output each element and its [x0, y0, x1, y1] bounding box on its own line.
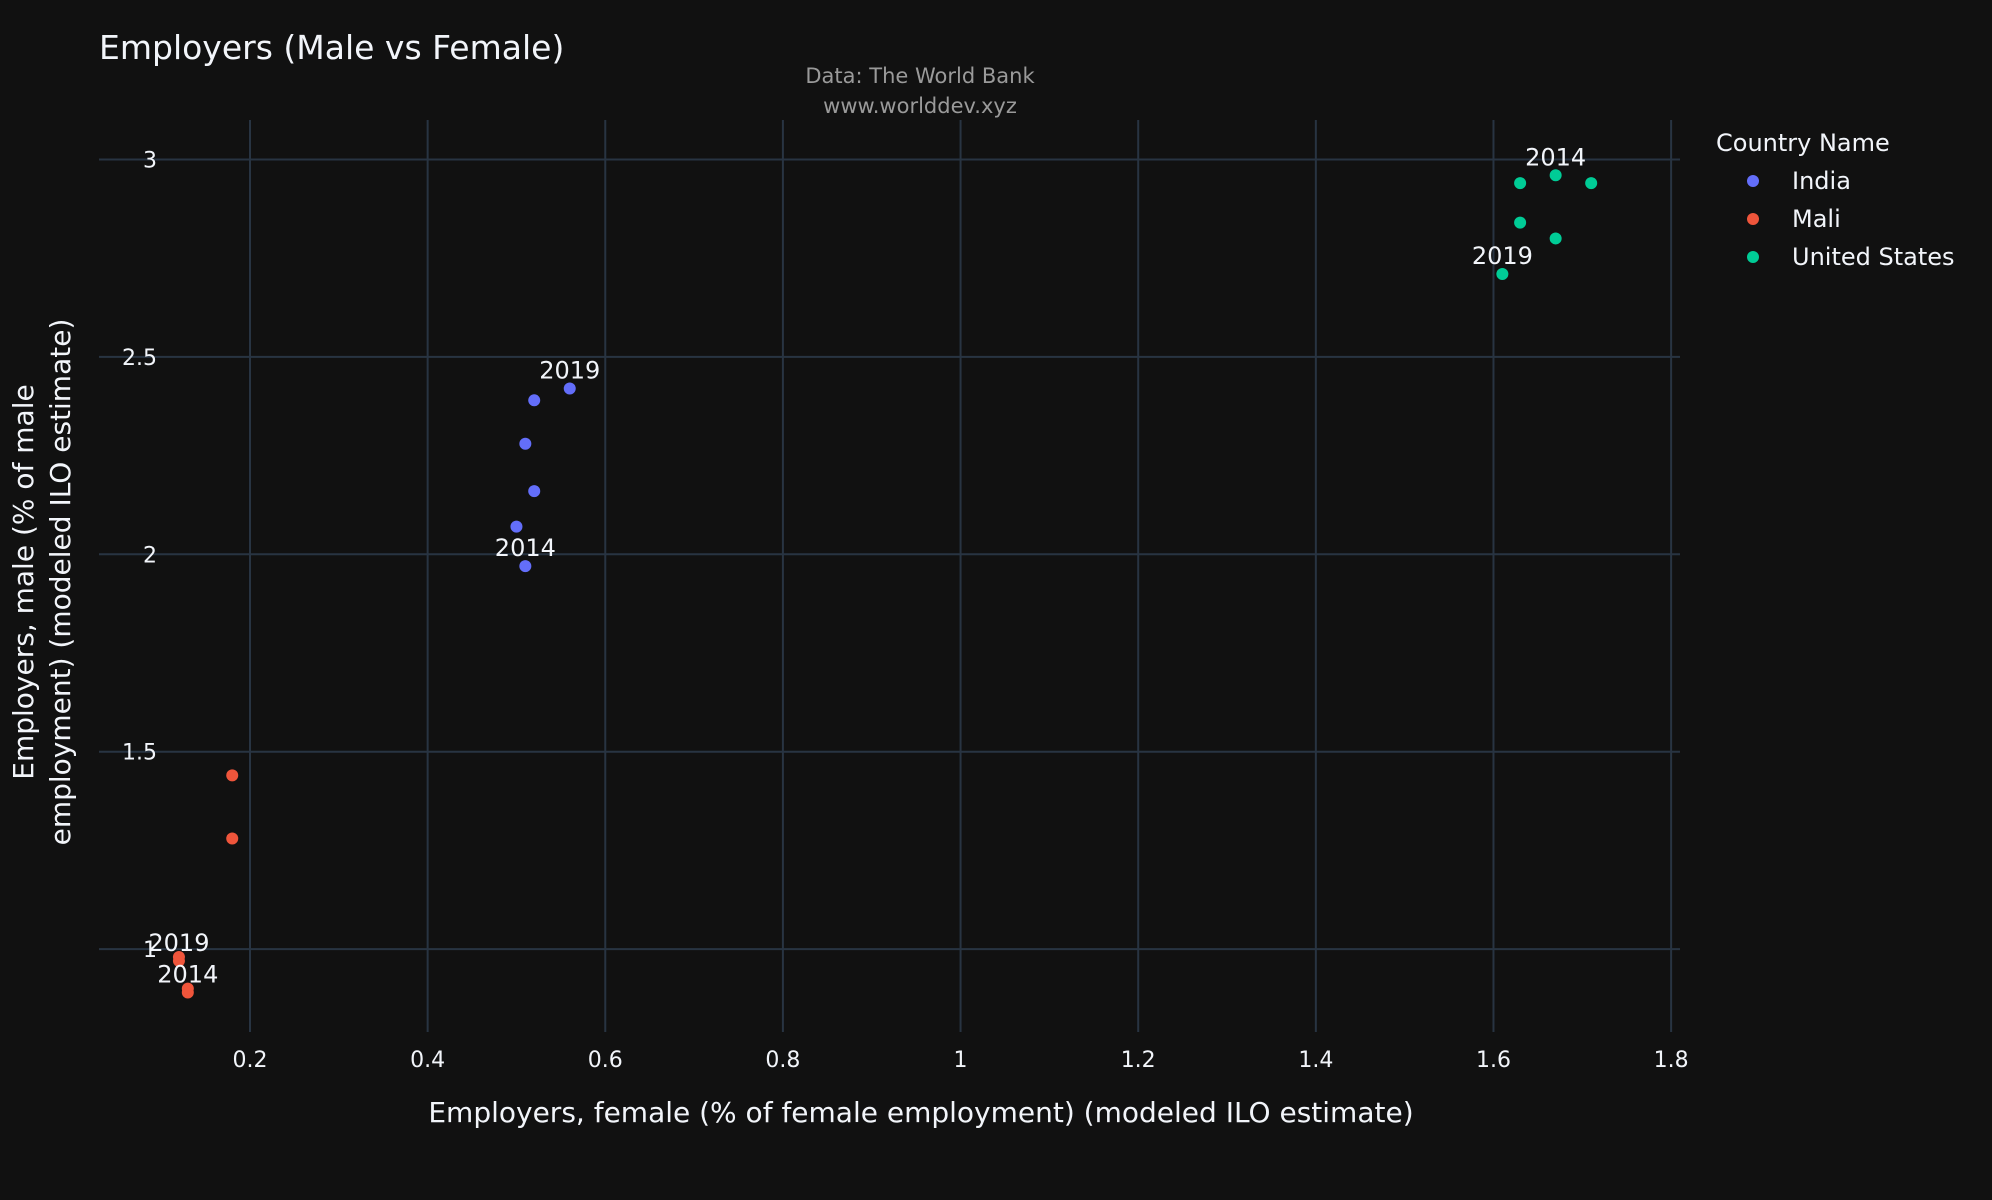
data-point[interactable]: [1496, 267, 1509, 280]
data-point[interactable]: [226, 769, 239, 782]
point-label: 2019: [1472, 242, 1533, 270]
data-point[interactable]: [226, 832, 239, 845]
point-labels: 2014 2019 2014 2019 2014 2019: [148, 143, 1586, 988]
data-point[interactable]: [1549, 169, 1562, 182]
data-point[interactable]: [519, 437, 532, 450]
y-tick-label: 1.5: [122, 741, 157, 766]
legend-item[interactable]: United States: [1747, 243, 1955, 271]
x-tick-label: 0.4: [410, 1048, 445, 1073]
x-tick-label: 1.4: [1298, 1048, 1333, 1073]
x-tick-label: 1.8: [1654, 1048, 1689, 1073]
data-point[interactable]: [519, 560, 532, 573]
chart-subtitle-source: Data: The World Bank: [805, 64, 1035, 88]
data-point[interactable]: [528, 394, 541, 407]
legend: Country Name India Mali United States: [1716, 129, 1955, 271]
legend-marker: [1747, 175, 1759, 187]
chart-subtitle-url: www.worlddev.xyz: [823, 94, 1017, 118]
data-point[interactable]: [1514, 177, 1527, 190]
data-point[interactable]: [1585, 177, 1598, 190]
y-tick-label: 2.5: [122, 346, 157, 371]
legend-items: India Mali United States: [1747, 167, 1955, 271]
legend-label: India: [1792, 167, 1851, 195]
legend-label: United States: [1792, 243, 1955, 271]
legend-label: Mali: [1792, 205, 1841, 233]
x-tick-label: 0.6: [588, 1048, 623, 1073]
x-tick-label: 0.2: [232, 1048, 267, 1073]
data-point[interactable]: [181, 982, 194, 995]
legend-item[interactable]: Mali: [1747, 205, 1841, 233]
legend-title: Country Name: [1716, 129, 1890, 157]
legend-marker: [1747, 213, 1759, 225]
point-label: 2014: [157, 961, 218, 989]
legend-marker: [1747, 251, 1759, 263]
data-point[interactable]: [172, 954, 185, 967]
x-tick-label: 1.2: [1121, 1048, 1156, 1073]
data-point[interactable]: [1514, 216, 1527, 229]
chart-title: Employers (Male vs Female): [99, 28, 564, 67]
x-tick-label: 1.6: [1476, 1048, 1511, 1073]
y-tick-label: 1: [143, 938, 157, 963]
legend-item[interactable]: India: [1747, 167, 1851, 195]
data-point[interactable]: [528, 485, 541, 498]
point-label: 2019: [148, 929, 209, 957]
data-point[interactable]: [1549, 232, 1562, 245]
y-tick-label: 3: [143, 148, 157, 173]
point-label: 2014: [1525, 143, 1586, 171]
data-point[interactable]: [510, 520, 523, 533]
data-points: [172, 169, 1598, 999]
y-axis-title-line-1: Employers, male (% of male: [7, 384, 40, 779]
point-label: 2019: [539, 356, 600, 384]
y-tick-label: 2: [143, 543, 157, 568]
x-tick-label: 0.8: [765, 1048, 800, 1073]
data-point[interactable]: [563, 382, 576, 395]
x-axis-title: Employers, female (% of female employmen…: [428, 1096, 1413, 1129]
y-axis-ticks: 1 1.5 2 2.5 3: [122, 148, 157, 963]
x-tick-label: 1: [954, 1048, 968, 1073]
x-axis-ticks: 0.2 0.4 0.6 0.8 1 1.2 1.4 1.6 1.8: [232, 1048, 1688, 1073]
grid-lines: [99, 120, 1680, 1032]
y-axis-title-line-2: employment) (modeled ILO estimate): [44, 319, 77, 846]
point-label: 2014: [495, 534, 556, 562]
